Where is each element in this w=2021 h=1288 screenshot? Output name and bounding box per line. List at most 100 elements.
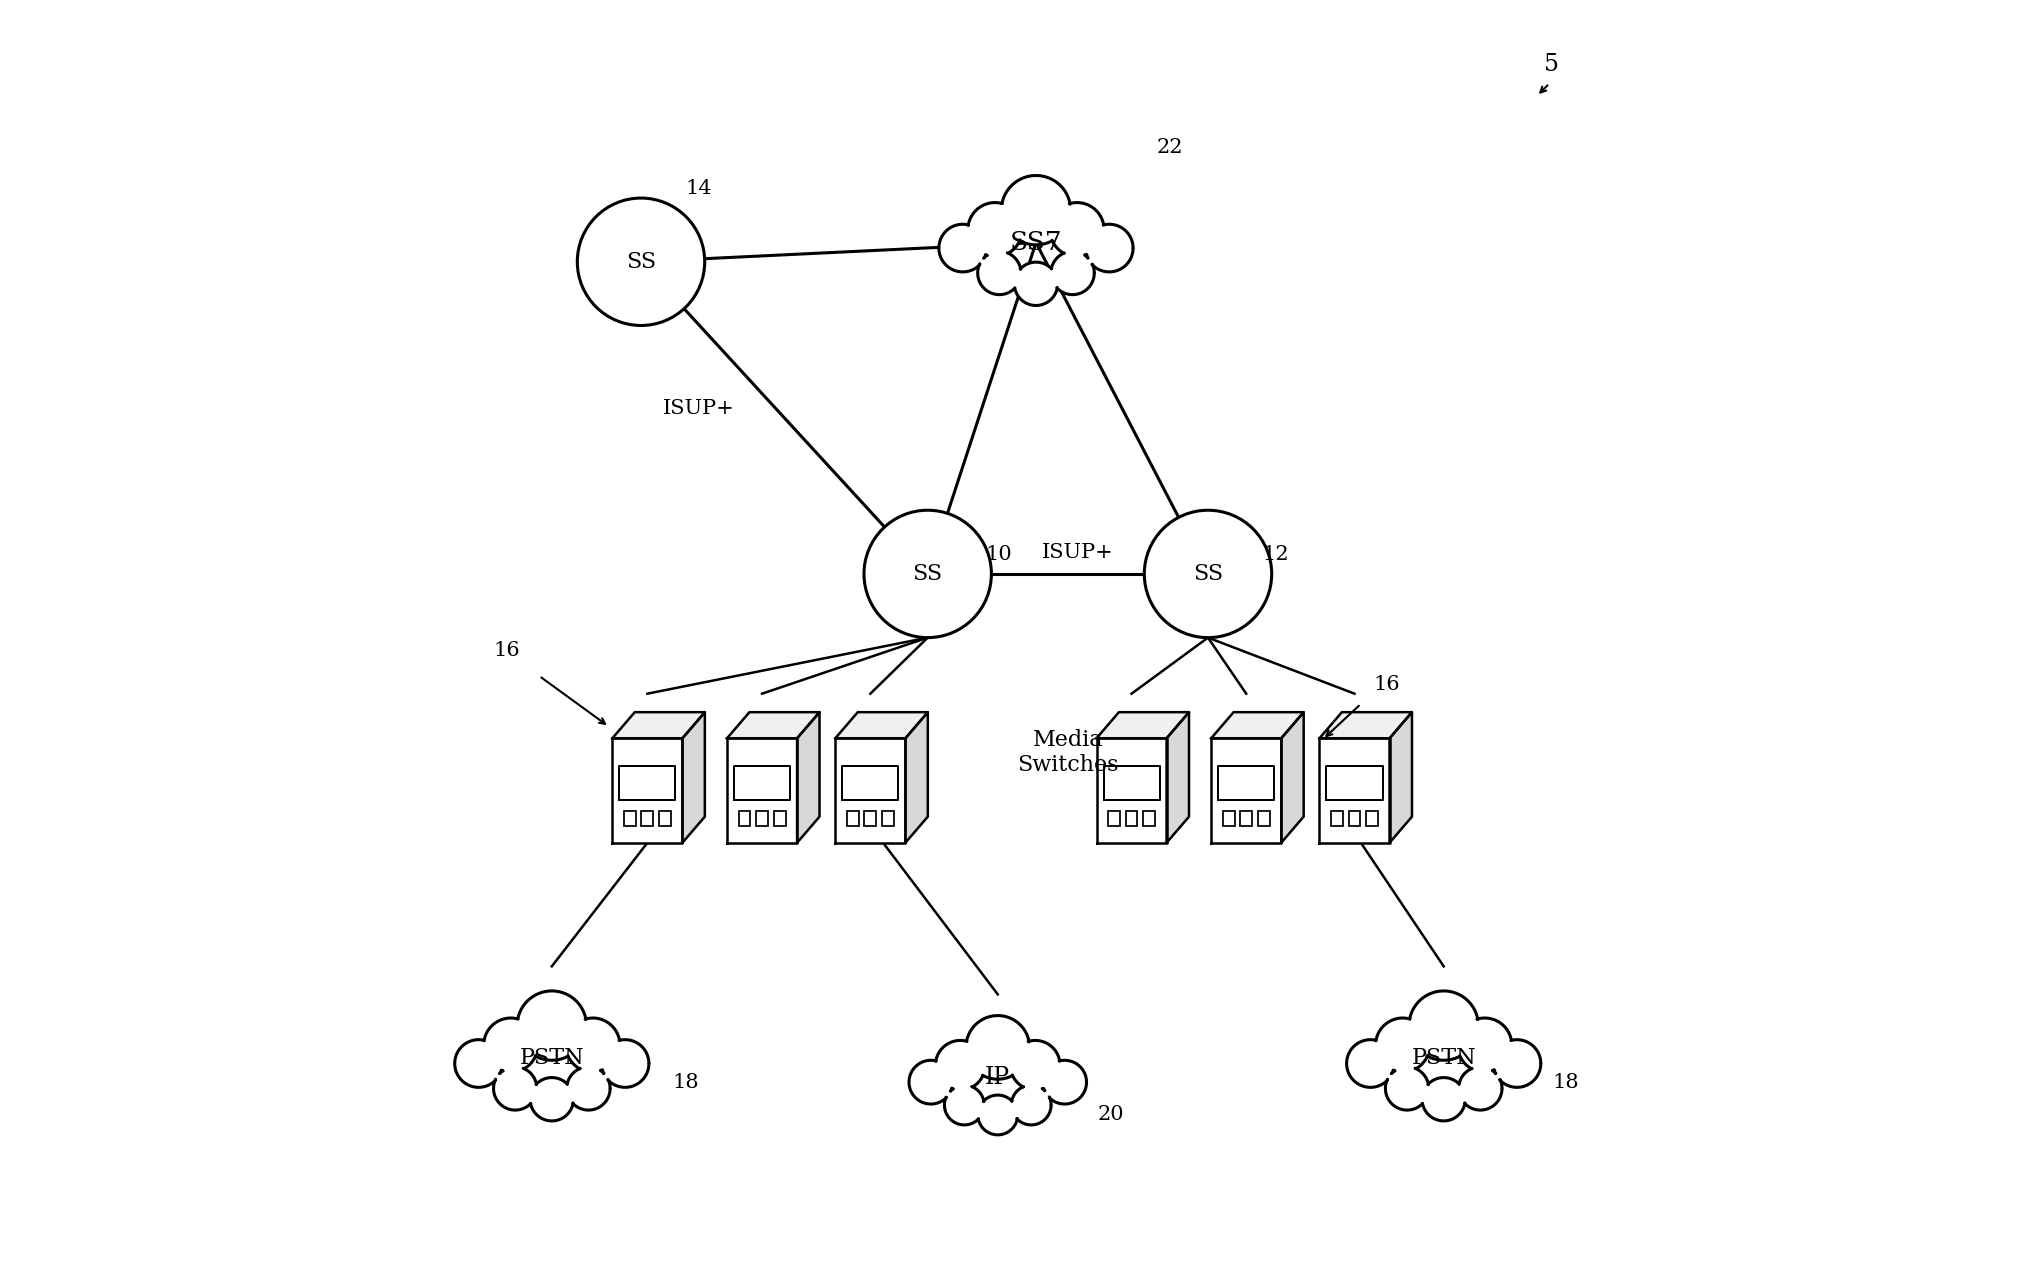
Circle shape xyxy=(483,1018,538,1072)
Bar xyxy=(1126,811,1138,826)
Text: ISUP+: ISUP+ xyxy=(663,399,734,417)
Polygon shape xyxy=(835,712,928,738)
Polygon shape xyxy=(796,712,819,842)
Bar xyxy=(624,811,637,826)
Circle shape xyxy=(978,1095,1019,1135)
Bar xyxy=(1348,811,1360,826)
Circle shape xyxy=(1051,251,1093,295)
Polygon shape xyxy=(728,738,796,842)
Polygon shape xyxy=(1097,738,1166,842)
Bar xyxy=(1144,811,1156,826)
Text: 18: 18 xyxy=(1552,1073,1578,1092)
Circle shape xyxy=(1015,263,1057,305)
Circle shape xyxy=(493,1066,538,1110)
Circle shape xyxy=(1051,202,1103,256)
Circle shape xyxy=(517,990,586,1060)
Bar xyxy=(1241,811,1253,826)
Circle shape xyxy=(1085,224,1134,272)
Text: 18: 18 xyxy=(673,1073,699,1092)
Text: Media
Switches: Media Switches xyxy=(1017,729,1118,775)
Circle shape xyxy=(1457,1018,1512,1072)
Polygon shape xyxy=(1390,712,1413,842)
Bar xyxy=(738,811,750,826)
Circle shape xyxy=(1010,1086,1051,1124)
Circle shape xyxy=(455,1039,503,1087)
Text: 10: 10 xyxy=(984,545,1013,564)
Polygon shape xyxy=(1097,712,1188,842)
Text: 16: 16 xyxy=(1372,675,1401,694)
Circle shape xyxy=(1144,510,1271,638)
Bar xyxy=(1366,811,1378,826)
Polygon shape xyxy=(683,712,705,842)
Circle shape xyxy=(940,224,986,272)
Circle shape xyxy=(578,198,705,326)
Text: 5: 5 xyxy=(1544,53,1560,76)
Text: 16: 16 xyxy=(493,641,521,659)
Circle shape xyxy=(1386,1066,1429,1110)
Circle shape xyxy=(1346,1039,1394,1087)
Polygon shape xyxy=(1320,712,1413,842)
Bar xyxy=(1223,811,1235,826)
Polygon shape xyxy=(835,738,905,842)
Text: ISUP+: ISUP+ xyxy=(1043,542,1114,562)
Text: SS7: SS7 xyxy=(1010,231,1063,255)
Bar xyxy=(881,811,893,826)
Polygon shape xyxy=(835,712,928,842)
Circle shape xyxy=(966,1015,1029,1079)
Circle shape xyxy=(1409,990,1477,1060)
Polygon shape xyxy=(905,712,928,842)
Bar xyxy=(659,811,671,826)
Text: SS: SS xyxy=(913,563,942,585)
Circle shape xyxy=(1494,1039,1540,1087)
Polygon shape xyxy=(612,712,705,738)
Polygon shape xyxy=(1320,738,1390,842)
Circle shape xyxy=(978,251,1021,295)
Polygon shape xyxy=(1211,738,1281,842)
Text: PSTN: PSTN xyxy=(1411,1047,1475,1069)
Circle shape xyxy=(1459,1066,1502,1110)
Text: 22: 22 xyxy=(1158,138,1184,157)
Circle shape xyxy=(863,510,992,638)
Circle shape xyxy=(968,202,1023,256)
Polygon shape xyxy=(612,712,705,842)
Polygon shape xyxy=(1326,766,1382,800)
Bar xyxy=(1332,811,1342,826)
Polygon shape xyxy=(1320,712,1413,738)
Bar xyxy=(1108,811,1120,826)
Circle shape xyxy=(909,1060,952,1104)
Circle shape xyxy=(1000,175,1071,245)
Circle shape xyxy=(1010,1041,1061,1090)
Polygon shape xyxy=(1219,766,1275,800)
Polygon shape xyxy=(1281,712,1304,842)
Bar xyxy=(756,811,768,826)
Polygon shape xyxy=(1211,712,1304,738)
Bar xyxy=(641,811,653,826)
Polygon shape xyxy=(1103,766,1160,800)
Polygon shape xyxy=(618,766,675,800)
Circle shape xyxy=(936,1041,984,1090)
Circle shape xyxy=(602,1039,649,1087)
Text: SS: SS xyxy=(1192,563,1223,585)
Polygon shape xyxy=(728,712,819,738)
Circle shape xyxy=(530,1078,574,1121)
Text: PSTN: PSTN xyxy=(519,1047,584,1069)
Text: IP: IP xyxy=(984,1065,1010,1088)
Circle shape xyxy=(1423,1078,1465,1121)
Polygon shape xyxy=(612,738,683,842)
Polygon shape xyxy=(1211,712,1304,842)
Bar xyxy=(865,811,877,826)
Circle shape xyxy=(566,1066,610,1110)
Text: 12: 12 xyxy=(1263,545,1289,564)
Text: 20: 20 xyxy=(1097,1105,1124,1124)
Circle shape xyxy=(1376,1018,1429,1072)
Circle shape xyxy=(944,1086,984,1124)
Bar xyxy=(1257,811,1269,826)
Polygon shape xyxy=(728,712,819,842)
Circle shape xyxy=(1043,1060,1087,1104)
Polygon shape xyxy=(843,766,899,800)
Text: SS: SS xyxy=(627,251,657,273)
Text: 14: 14 xyxy=(685,179,711,198)
Polygon shape xyxy=(1097,712,1188,738)
Bar xyxy=(847,811,859,826)
Polygon shape xyxy=(734,766,790,800)
